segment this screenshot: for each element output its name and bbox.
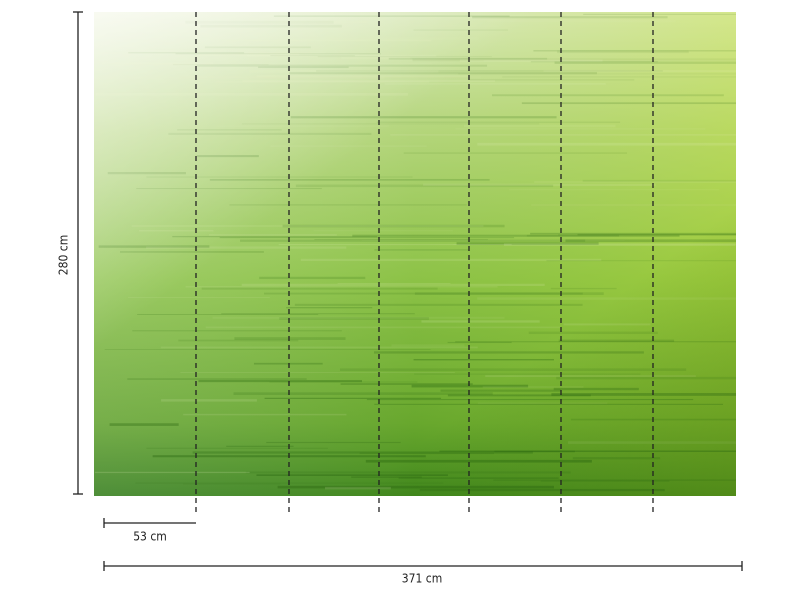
total-width-label: 371 cm xyxy=(402,572,442,586)
height-label: 280 cm xyxy=(57,235,71,275)
panel-cut-lines xyxy=(195,12,654,516)
panel-width-label: 53 cm xyxy=(133,530,167,544)
total-width-dimension: 371 cm xyxy=(103,561,743,586)
panel-width-dimension: 53 cm xyxy=(103,518,196,544)
wallpaper-image xyxy=(94,12,736,496)
height-dimension: 280 cm xyxy=(57,11,83,495)
